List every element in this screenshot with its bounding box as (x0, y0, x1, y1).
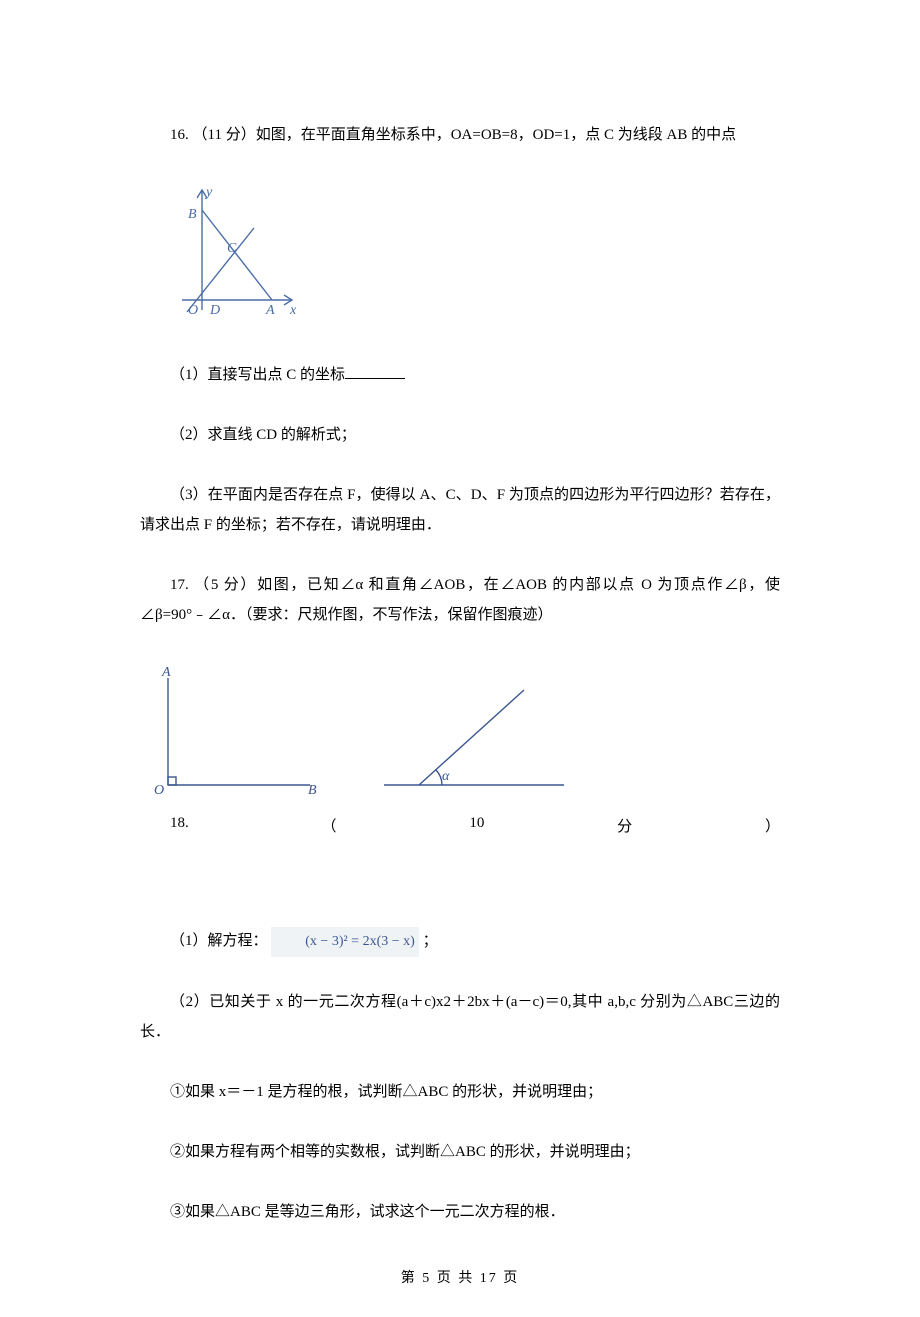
label-A17: A (161, 665, 171, 680)
blank-line (345, 363, 405, 379)
q18-header: 18. （ 10 分 ） (140, 815, 780, 836)
q16-figure: y B C O D A x (140, 180, 780, 330)
label-O: O (188, 303, 198, 318)
page-footer: 第 5 页 共 17 页 (140, 1267, 780, 1287)
label-B: B (188, 207, 197, 222)
label-O17: O (154, 783, 164, 798)
q18-formula: (x − 3)² = 2x(3 − x) (271, 927, 419, 957)
label-y: y (204, 185, 213, 200)
q18-item2: ②如果方程有两个相等的实数根，试判断△ABC 的形状，并说明理由； (140, 1137, 780, 1167)
q17-figure: A O B α (150, 660, 780, 805)
q18-close-paren: ） (765, 815, 780, 836)
q18-number: 18. (140, 815, 189, 836)
q18-item3: ③如果△ABC 是等边三角形，试求这个一元二次方程的根． (140, 1197, 780, 1227)
q16-sub2: （2）求直线 CD 的解析式； (140, 420, 780, 450)
q16-sub1-text: （1）直接写出点 C 的坐标 (170, 367, 345, 383)
label-alpha: α (442, 769, 450, 784)
q16-prompt: 16. （11 分）如图，在平面直角坐标系中，OA=OB=8，OD=1，点 C … (140, 120, 780, 150)
label-x: x (289, 303, 297, 318)
q16-sub1: （1）直接写出点 C 的坐标 (140, 360, 780, 390)
q18-points: 10 (469, 815, 484, 836)
q18-sub1: （1）解方程： (x − 3)² = 2x(3 − x) ； (140, 926, 780, 957)
q18-sub1-suffix: ； (423, 933, 438, 949)
label-B17: B (308, 783, 317, 798)
label-D: D (209, 303, 220, 318)
q18-item1: ①如果 x＝－1 是方程的根，试判断△ABC 的形状，并说明理由； (140, 1077, 780, 1107)
q16-figure-svg: y B C O D A x (172, 180, 302, 330)
q17-prompt: 17. （5 分）如图，已知∠α 和直角∠AOB，在∠AOB 的内部以点 O 为… (140, 570, 780, 630)
q18-open-paren: （ (322, 815, 337, 836)
q16-sub3: （3）在平面内是否存在点 F，使得以 A、C、D、F 为顶点的四边形为平行四边形… (140, 480, 780, 540)
q18-sub1-prefix: （1）解方程： (170, 933, 268, 949)
q18-sub2: （2）已知关于 x 的一元二次方程(a＋c)x2＋2bx＋(a－c)＝0,其中 … (140, 987, 780, 1047)
q17-figure-left: A O B (150, 660, 330, 800)
spacer (140, 866, 780, 926)
label-C: C (227, 241, 237, 256)
q17-figure-right: α (364, 660, 584, 800)
q18-points-label: 分 (617, 815, 632, 836)
label-A: A (265, 303, 275, 318)
